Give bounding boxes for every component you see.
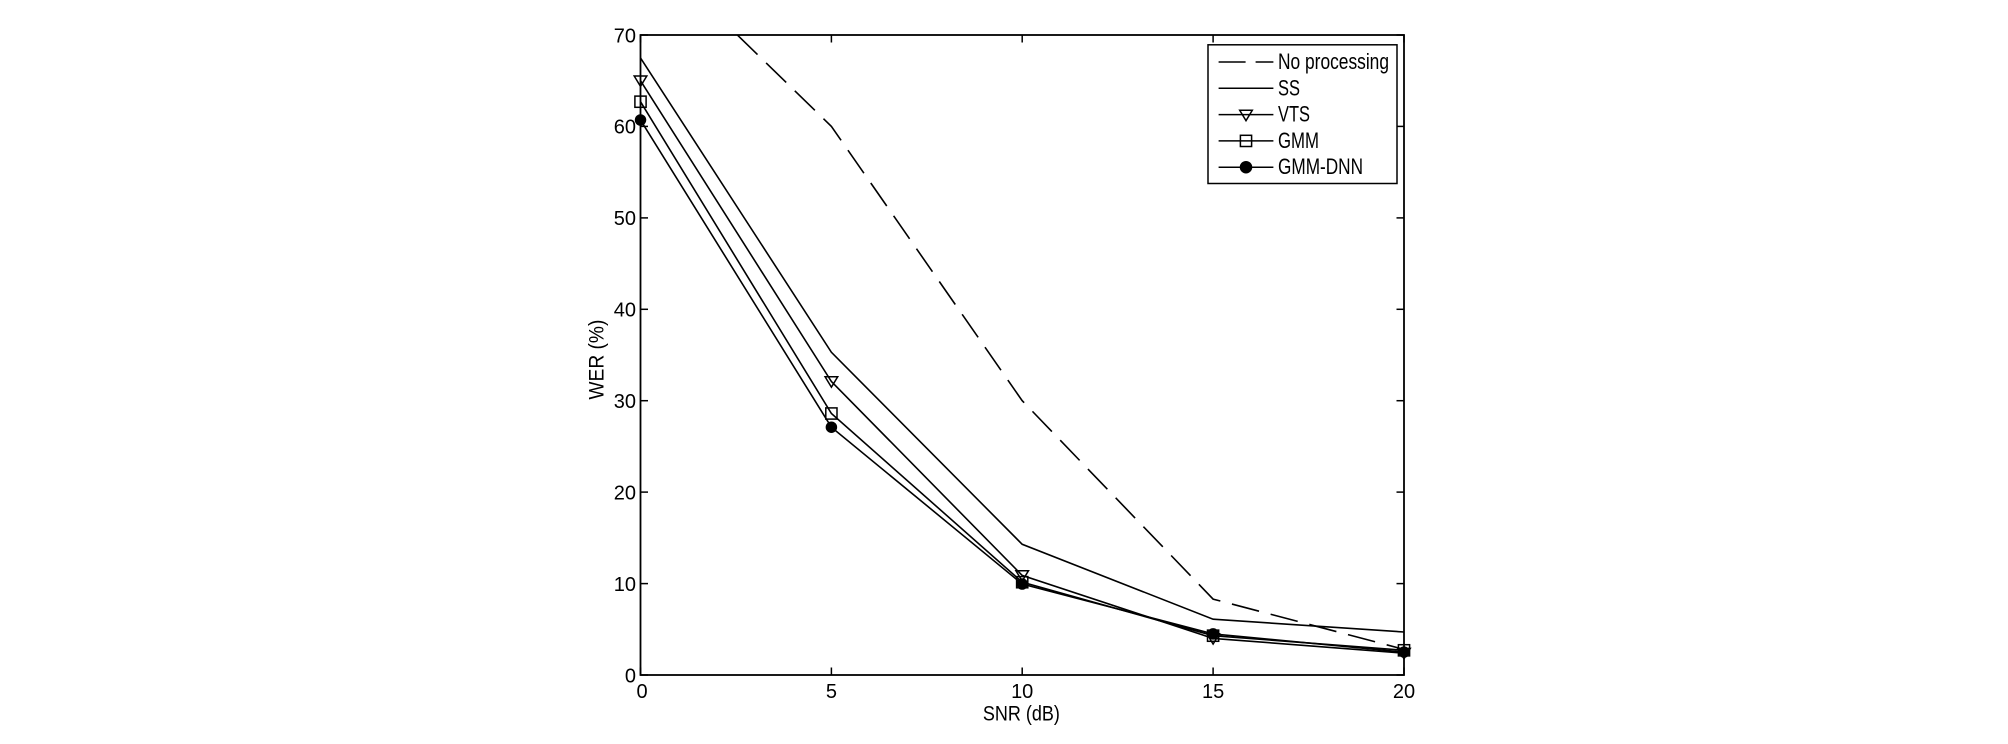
svg-text:GMM-DNN: GMM-DNN [1278, 154, 1363, 179]
svg-text:10: 10 [1011, 681, 1033, 703]
svg-text:WER (%): WER (%) [586, 320, 609, 400]
svg-text:20: 20 [614, 482, 636, 504]
svg-text:50: 50 [614, 208, 636, 230]
svg-text:GMM: GMM [1278, 128, 1319, 153]
svg-text:0: 0 [625, 665, 636, 687]
svg-text:VTS: VTS [1278, 102, 1310, 127]
svg-text:30: 30 [614, 391, 636, 413]
svg-text:SS: SS [1278, 75, 1300, 100]
svg-text:60: 60 [614, 117, 636, 139]
svg-text:SNR (dB): SNR (dB) [983, 703, 1060, 726]
svg-text:20: 20 [1393, 681, 1415, 703]
svg-text:0: 0 [636, 681, 647, 703]
svg-text:5: 5 [826, 681, 837, 703]
svg-text:10: 10 [614, 574, 636, 596]
svg-text:No processing: No processing [1278, 49, 1389, 74]
svg-text:40: 40 [614, 300, 636, 322]
svg-text:15: 15 [1202, 681, 1224, 703]
svg-text:70: 70 [614, 25, 636, 47]
